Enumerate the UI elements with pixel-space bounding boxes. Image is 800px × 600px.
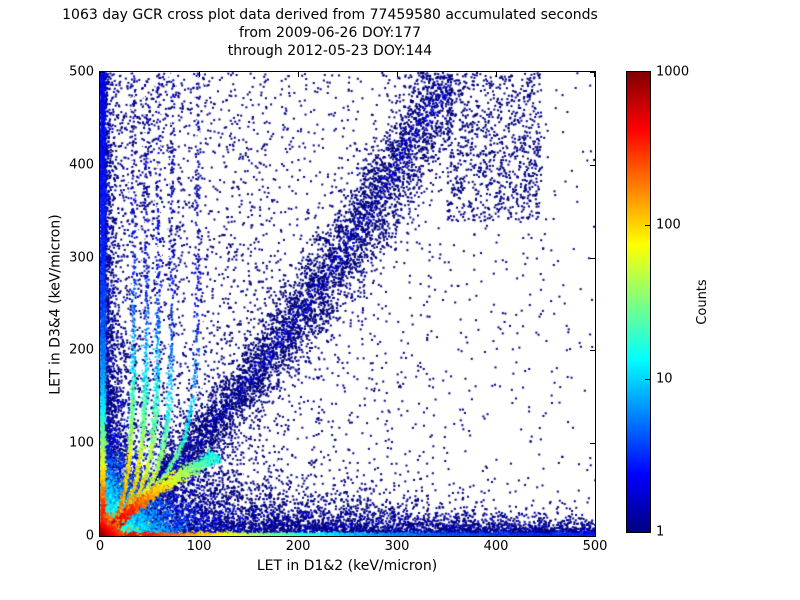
x-tick-label: 500 bbox=[582, 539, 608, 554]
chart-subtitle-through: through 2012-05-23 DOY:144 bbox=[227, 43, 433, 59]
heatmap-canvas bbox=[100, 72, 595, 536]
x-tick-label: 0 bbox=[95, 539, 105, 554]
y-tick-label: 400 bbox=[69, 157, 94, 173]
x-tick-label: 200 bbox=[285, 539, 311, 554]
chart-subtitle-from: from 2009-06-26 DOY:177 bbox=[238, 25, 421, 41]
y-tick-label: 500 bbox=[69, 64, 94, 80]
y-tick-label: 100 bbox=[69, 435, 94, 451]
colorbar-tick-label: 1 bbox=[656, 524, 665, 540]
colorbar bbox=[626, 71, 651, 533]
colorbar-title: Counts bbox=[695, 279, 710, 325]
y-tick-label: 200 bbox=[69, 342, 94, 358]
x-tick-label: 400 bbox=[483, 539, 509, 554]
y-tick-label: 300 bbox=[69, 250, 94, 266]
plot-area bbox=[99, 71, 596, 537]
x-tick-label: 100 bbox=[186, 539, 212, 554]
colorbar-tick-label: 100 bbox=[656, 217, 681, 233]
colorbar-tick-label: 10 bbox=[656, 371, 673, 387]
colorbar-tick-label: 1000 bbox=[656, 64, 690, 80]
y-tick-label: 0 bbox=[85, 528, 94, 544]
chart-title: 1063 day GCR cross plot data derived fro… bbox=[62, 7, 598, 23]
x-tick-label: 300 bbox=[384, 539, 410, 554]
x-axis-label: LET in D1&2 (keV/micron) bbox=[256, 558, 438, 574]
y-axis-label: LET in D3&4 (keV/micron) bbox=[47, 214, 64, 395]
colorbar-tick bbox=[645, 225, 650, 226]
colorbar-gradient bbox=[627, 72, 650, 532]
colorbar-tick bbox=[645, 379, 650, 380]
